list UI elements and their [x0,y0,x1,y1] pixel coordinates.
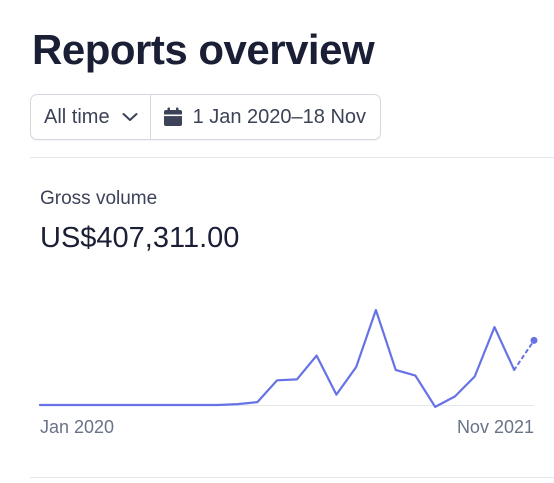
range-select[interactable]: All time [31,95,150,139]
projected-endpoint-dot [530,336,538,344]
page-title: Reports overview [32,26,375,73]
section-divider-top [30,157,554,158]
date-filter-bar: All time 1 Jan 2020–18 Nov [30,94,382,140]
metric-label: Gross volume [40,188,158,209]
x-axis-end-label: Nov 2021 [456,417,534,437]
projected-series-line [513,339,535,371]
gross-volume-series-line [38,308,516,408]
calendar-icon [163,107,183,127]
metric-value: US$407,311.00 [40,222,240,254]
chevron-down-icon [122,112,138,122]
section-divider-bottom [30,477,554,478]
x-axis-start-label: Jan 2020 [40,417,115,437]
range-select-label: All time [44,105,110,128]
date-range-label: 1 Jan 2020–18 Nov [192,105,367,128]
date-range-picker[interactable]: 1 Jan 2020–18 Nov [149,95,380,139]
